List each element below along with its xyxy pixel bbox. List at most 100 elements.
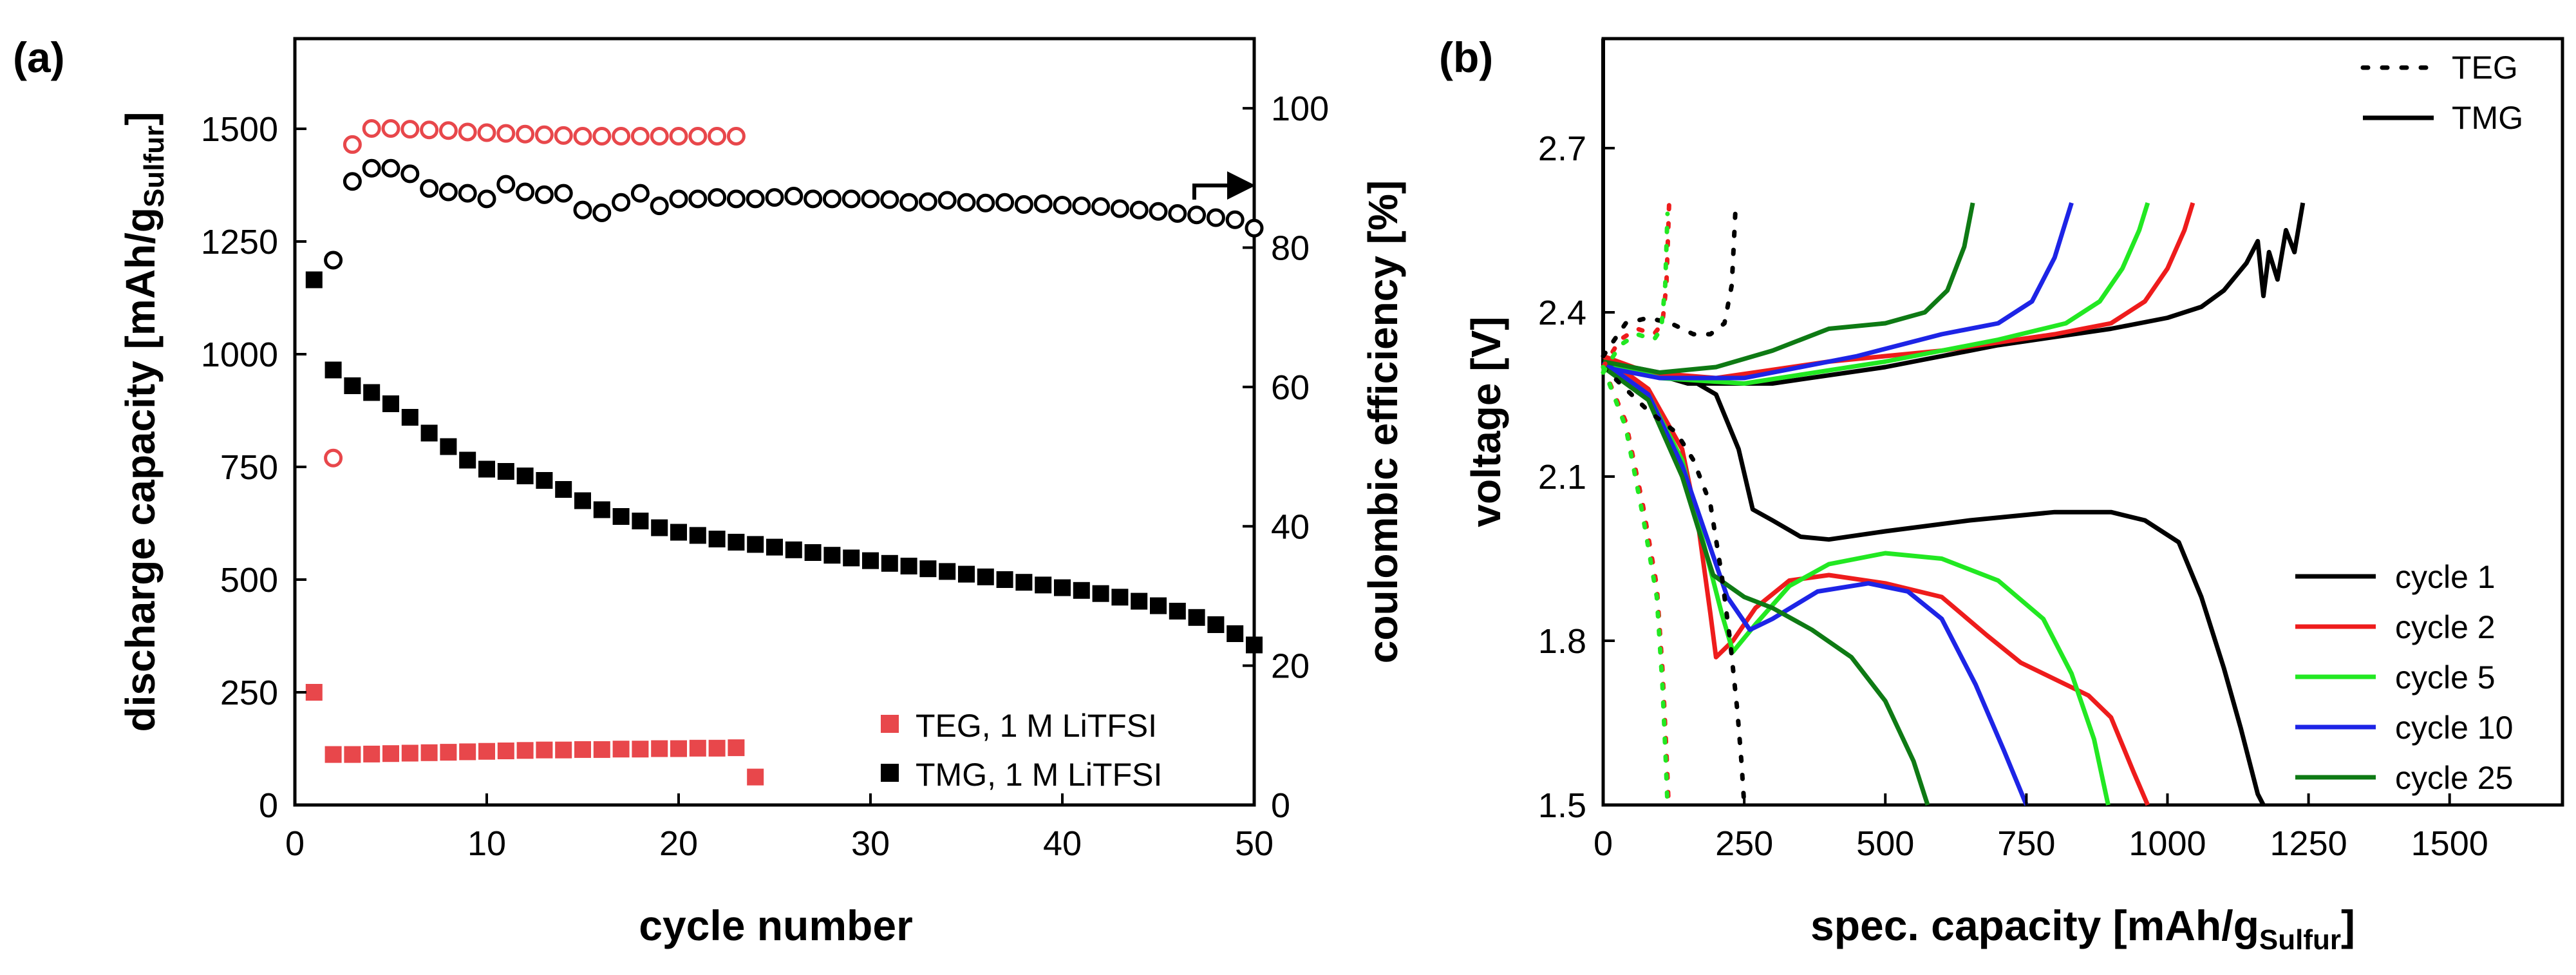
data-point <box>612 508 630 525</box>
arrow-head-icon <box>1227 171 1255 200</box>
panel-b-ticks: 0 250 500 750 1000 1250 1500 1.5 1.8 2.1 2.4 2.7 <box>1538 129 2488 863</box>
data-point <box>708 739 726 757</box>
data-point <box>1187 205 1207 225</box>
data-point <box>536 741 553 759</box>
data-point <box>747 768 764 786</box>
data-point <box>669 189 688 209</box>
teg-cycle-2-discharge-curve <box>1601 364 1671 808</box>
data-point <box>995 193 1015 212</box>
panel-a-right-axis-label: coulombic efficiency [%] <box>1360 180 1406 663</box>
series-tmg-coulombic-efficiency <box>324 158 1264 270</box>
teg-cycle-2-charge-curve <box>1601 200 1671 370</box>
x-axis-label-subscript: Sulfur <box>2259 924 2341 956</box>
data-point <box>976 193 995 213</box>
data-point <box>919 560 937 578</box>
data-point <box>1227 625 1244 642</box>
data-point <box>1131 592 1148 610</box>
y-tick-label: 1.8 <box>1538 622 1586 661</box>
data-point <box>766 538 783 556</box>
y-tick-label: 2.4 <box>1538 294 1586 332</box>
data-point <box>574 492 591 509</box>
data-point <box>478 743 495 760</box>
data-point <box>555 741 572 759</box>
teg-cycle-5-charge-curve <box>1601 211 1670 375</box>
data-point <box>689 739 706 757</box>
x-tick-label: 250 <box>1715 824 1773 863</box>
data-point <box>1091 197 1111 216</box>
panel-b: (b) 0 250 500 750 1000 1250 1500 1.5 1.8 2.1 2.4 2.… <box>1439 33 2564 956</box>
data-point <box>862 552 879 569</box>
data-point <box>401 744 418 762</box>
y-tick-label: 1.5 <box>1538 786 1586 825</box>
panel-a-legend: TEG, 1 M LiTFSI TMG, 1 M LiTFSI <box>881 708 1162 793</box>
teg-cycle-1-discharge-curve <box>1601 364 1747 808</box>
data-point <box>1168 204 1187 223</box>
data-point <box>592 126 612 146</box>
data-point <box>804 189 823 209</box>
panel-a-ticks: 0 10 20 30 40 5002505007501000125015000204060… <box>201 90 1329 863</box>
left-y-tick-label: 750 <box>220 448 278 487</box>
data-point <box>630 126 650 146</box>
data-point <box>420 744 438 761</box>
data-point <box>669 126 688 146</box>
panel-b-lines <box>1601 39 2306 808</box>
data-point <box>516 742 534 759</box>
data-point <box>574 741 591 758</box>
legend-label-teg: TEG, 1 M LiTFSI <box>916 708 1157 744</box>
data-point <box>1014 194 1033 214</box>
legend-label-tmg: TMG, 1 M LiTFSI <box>916 757 1162 793</box>
data-point <box>900 558 917 574</box>
data-point <box>400 120 420 139</box>
data-point <box>1110 199 1129 218</box>
data-point <box>688 126 708 146</box>
data-point <box>458 184 477 203</box>
panel-b-y-axis-label: voltage [V] <box>1463 316 1509 527</box>
legend-label-cycle-5: cycle 5 <box>2395 659 2496 696</box>
data-point <box>939 563 956 580</box>
panel-b-style-legend: TEG TMG <box>2360 50 2523 136</box>
x-tick-label: 1500 <box>2411 824 2488 863</box>
data-point <box>747 536 764 553</box>
data-point <box>957 193 976 212</box>
data-point <box>822 189 841 209</box>
data-point <box>899 193 919 212</box>
series-teg-1-m-litfsi <box>305 684 764 786</box>
panel-a-label: (a) <box>13 33 65 81</box>
right-y-tick-label: 60 <box>1271 368 1310 407</box>
y-tick-label: 2.1 <box>1538 458 1586 497</box>
x-axis-label-bracket: ] <box>2341 902 2355 949</box>
right-y-tick-label: 0 <box>1271 786 1290 825</box>
data-point <box>382 745 399 762</box>
data-point <box>516 124 535 144</box>
legend-label-teg-style: TEG <box>2452 50 2518 86</box>
legend-label-cycle-10: cycle 10 <box>2395 710 2513 746</box>
data-point <box>632 741 649 758</box>
x-tick-label: 1000 <box>2129 824 2206 863</box>
data-point <box>420 120 439 140</box>
data-point <box>554 126 573 145</box>
left-y-tick-label: 250 <box>220 674 278 712</box>
data-point <box>1150 597 1167 614</box>
legend-label-cycle-25: cycle 25 <box>2395 760 2513 796</box>
data-point <box>1092 585 1109 602</box>
x-tick-label: 50 <box>1235 824 1274 863</box>
data-point <box>497 463 514 480</box>
data-point <box>344 377 361 394</box>
legend-marker-tmg <box>881 764 899 782</box>
right-y-tick-label: 20 <box>1271 647 1310 686</box>
data-point <box>977 568 994 585</box>
data-point <box>728 739 745 757</box>
data-point <box>324 746 342 763</box>
data-point <box>401 409 418 426</box>
tmg-cycle-5-charge-curve <box>1603 202 2150 386</box>
data-point <box>1035 576 1052 594</box>
tmg-cycle-25-charge-curve <box>1603 202 1975 375</box>
data-point <box>344 746 361 763</box>
data-point <box>382 395 399 412</box>
data-point <box>746 189 765 209</box>
data-point <box>593 501 610 518</box>
data-point <box>554 184 573 203</box>
data-point <box>996 571 1013 588</box>
right-y-tick-label: 40 <box>1271 507 1310 546</box>
series-tmg-1-m-litfsi <box>305 271 1263 654</box>
